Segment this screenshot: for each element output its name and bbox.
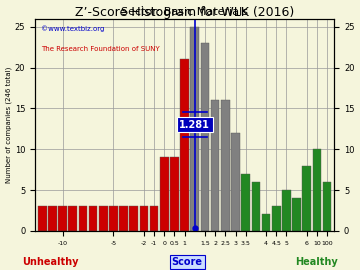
Bar — [252, 182, 260, 231]
Bar — [272, 206, 280, 231]
Bar — [312, 149, 321, 231]
Bar — [221, 100, 230, 231]
Bar — [231, 133, 240, 231]
Bar — [323, 182, 332, 231]
Bar — [109, 206, 118, 231]
Bar — [150, 206, 158, 231]
Bar — [160, 157, 168, 231]
Text: Score: Score — [172, 257, 203, 267]
Bar — [38, 206, 46, 231]
Bar — [170, 157, 179, 231]
Bar — [201, 43, 209, 231]
Bar — [211, 100, 220, 231]
Text: 1.281: 1.281 — [179, 120, 210, 130]
Bar — [140, 206, 148, 231]
Text: Healthy: Healthy — [296, 257, 338, 267]
Bar — [99, 206, 108, 231]
Text: ©www.textbiz.org: ©www.textbiz.org — [41, 25, 104, 32]
Bar — [302, 166, 311, 231]
Title: Z’-Score Histogram for WLK (2016): Z’-Score Histogram for WLK (2016) — [75, 6, 294, 19]
Bar — [190, 27, 199, 231]
Bar — [130, 206, 138, 231]
Text: Sector: Basic Materials: Sector: Basic Materials — [121, 8, 248, 18]
Bar — [89, 206, 98, 231]
Bar — [241, 174, 250, 231]
Bar — [48, 206, 57, 231]
Bar — [262, 214, 270, 231]
Bar — [68, 206, 77, 231]
Text: The Research Foundation of SUNY: The Research Foundation of SUNY — [41, 46, 160, 52]
Bar — [78, 206, 87, 231]
Bar — [282, 190, 291, 231]
Bar — [292, 198, 301, 231]
Bar — [119, 206, 128, 231]
Y-axis label: Number of companies (246 total): Number of companies (246 total) — [5, 66, 12, 183]
Text: Unhealthy: Unhealthy — [22, 257, 78, 267]
Bar — [58, 206, 67, 231]
Bar — [180, 59, 189, 231]
